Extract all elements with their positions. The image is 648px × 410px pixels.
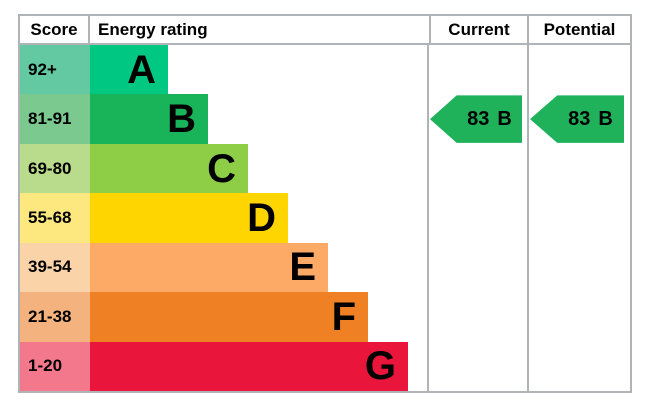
col-header-energy-rating: Energy rating	[90, 16, 431, 43]
potential-rating-letter: B	[598, 107, 613, 130]
band-row: 92+ A	[20, 45, 630, 95]
col-header-current: Current	[431, 16, 529, 43]
score-cell: 92+	[20, 45, 90, 95]
rating-bar: C	[90, 143, 248, 194]
current-rating-letter: B	[497, 107, 512, 130]
col-header-score: Score	[20, 16, 90, 43]
chart-body: 83 B 83 B 92+ A 81-91 B 69-80 C 55-68 D 39-54 E 21-3…	[20, 45, 630, 391]
band-row: 69-80 C	[20, 143, 630, 194]
band-letter: A	[127, 47, 156, 92]
band-row: 21-38 F	[20, 292, 630, 342]
score-cell: 69-80	[20, 143, 90, 194]
band-letter: G	[364, 344, 396, 389]
score-cell: 55-68	[20, 193, 90, 243]
score-cell: 1-20	[20, 341, 90, 391]
band-row: 81-91 B	[20, 94, 630, 144]
potential-rating-value: 83	[568, 107, 591, 130]
header-row: Score Energy rating Current Potential	[20, 16, 630, 45]
potential-column-divider	[527, 45, 529, 391]
band-letter: C	[207, 146, 236, 191]
current-rating-value: 83	[467, 107, 490, 130]
rating-bar: G	[90, 341, 408, 391]
band-letter: F	[331, 294, 356, 339]
score-cell: 81-91	[20, 94, 90, 144]
band-letter: E	[289, 245, 316, 290]
band-row: 39-54 E	[20, 242, 630, 293]
band-letter: D	[247, 195, 276, 240]
score-cell: 21-38	[20, 292, 90, 342]
band-letter: B	[167, 97, 196, 142]
col-header-potential: Potential	[543, 20, 616, 39]
rating-bar: F	[90, 292, 368, 342]
rating-bar: E	[90, 242, 328, 293]
score-cell: 39-54	[20, 242, 90, 293]
band-row: 1-20 G	[20, 341, 630, 391]
epc-table: Score Energy rating Current Potential 83…	[18, 14, 632, 393]
rating-bar: A	[90, 45, 168, 95]
rating-bar: B	[90, 94, 208, 144]
rating-bar: D	[90, 193, 288, 243]
band-row: 55-68 D	[20, 193, 630, 243]
current-column-divider	[427, 45, 429, 391]
